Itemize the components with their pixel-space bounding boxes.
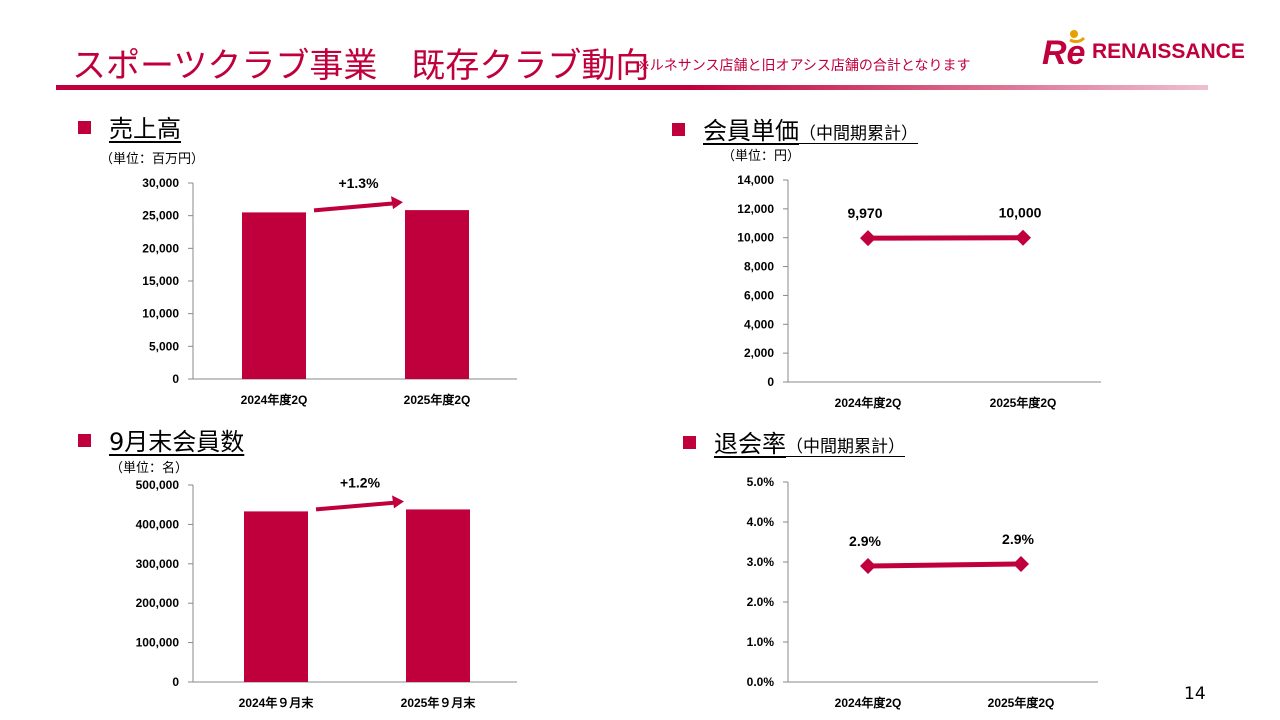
y-tick-label: 1.0%: [747, 635, 775, 649]
y-tick-label: 30,000: [142, 176, 179, 190]
y-tick-label: 14,000: [737, 173, 774, 187]
y-tick-label: 8,000: [744, 260, 774, 274]
growth-arrow-line: [313, 201, 398, 213]
section-sales-title: 売上高: [78, 109, 181, 144]
bullet-square-icon: [78, 121, 91, 134]
y-tick-label: 0: [172, 675, 179, 689]
y-tick-label: 12,000: [737, 202, 774, 216]
y-tick-label: 2.0%: [747, 595, 775, 609]
y-tick-label: 300,000: [136, 557, 180, 571]
y-tick-label: 10,000: [142, 307, 179, 321]
y-tick-label: 200,000: [136, 596, 180, 610]
y-tick-label: 5,000: [149, 339, 179, 353]
data-label: 2.9%: [849, 533, 881, 549]
logo-text: RENAISSANCE: [1092, 40, 1245, 63]
x-tick-label: 2025年度2Q: [988, 695, 1055, 710]
bar: [242, 212, 306, 379]
x-tick-label: 2025年度2Q: [404, 392, 471, 407]
data-label: 10,000: [999, 205, 1042, 221]
y-tick-label: 5.0%: [747, 475, 775, 489]
data-label: 9,970: [847, 205, 882, 221]
bullet-square-icon: [683, 436, 696, 449]
series-line: [867, 561, 1022, 569]
y-tick-label: 20,000: [142, 241, 179, 255]
page-number: 14: [1184, 684, 1206, 704]
growth-annotation: +1.2%: [340, 474, 381, 490]
y-tick-label: 4,000: [744, 317, 774, 331]
members-unit: （単位：名）: [110, 461, 189, 476]
y-tick-label: 25,000: [142, 209, 179, 223]
unit-price-unit: （単位：円）: [722, 149, 801, 164]
x-tick-label: 2024年度2Q: [835, 395, 902, 410]
y-tick-label: 15,000: [142, 274, 179, 288]
y-tick-label: 0: [172, 372, 179, 386]
y-tick-label: 400,000: [136, 517, 180, 531]
data-point-marker: [1015, 229, 1031, 246]
section-members-title: 9月末会員数: [78, 422, 244, 457]
page-title: スポーツクラブ事業 既存クラブ動向: [72, 46, 650, 86]
section-unit-price-title: 会員単価（中間期累計）: [672, 111, 918, 146]
sales-unit: （単位：百万円）: [100, 152, 205, 167]
y-tick-label: 2,000: [744, 346, 774, 360]
growth-arrow-head-icon: [392, 495, 404, 509]
x-tick-label: 2025年９月末: [401, 695, 477, 710]
x-tick-label: 2024年度2Q: [835, 695, 902, 710]
growth-arrow-head-icon: [391, 196, 403, 210]
y-tick-label: 6,000: [744, 288, 774, 302]
y-tick-label: 0: [767, 375, 774, 389]
header-divider: [56, 85, 1208, 90]
bullet-square-icon: [672, 123, 685, 136]
y-tick-label: 10,000: [737, 231, 774, 245]
bullet-square-icon: [78, 434, 91, 447]
section-churn-title: 退会率（中間期累計）: [683, 424, 905, 459]
y-tick-label: 100,000: [136, 636, 180, 650]
y-tick-label: 0.0%: [747, 675, 775, 689]
renaissance-logo-icon: Re: [1042, 30, 1085, 72]
bar: [406, 509, 470, 682]
y-tick-label: 3.0%: [747, 555, 775, 569]
bar: [244, 511, 308, 682]
growth-arrow-line: [315, 500, 399, 512]
x-tick-label: 2024年度2Q: [241, 392, 308, 407]
x-tick-label: 2024年９月末: [239, 695, 315, 710]
data-label: 2.9%: [1002, 531, 1034, 547]
y-tick-label: 4.0%: [747, 515, 775, 529]
data-point-marker: [860, 558, 876, 574]
bar: [405, 210, 469, 379]
growth-annotation: +1.3%: [338, 175, 379, 191]
y-tick-label: 500,000: [136, 478, 180, 492]
data-point-marker: [860, 230, 876, 247]
x-tick-label: 2025年度2Q: [990, 395, 1057, 410]
data-point-marker: [1013, 556, 1029, 572]
header-note: ※ルネサンス店舗と旧オアシス店舗の合計となります: [638, 58, 971, 74]
